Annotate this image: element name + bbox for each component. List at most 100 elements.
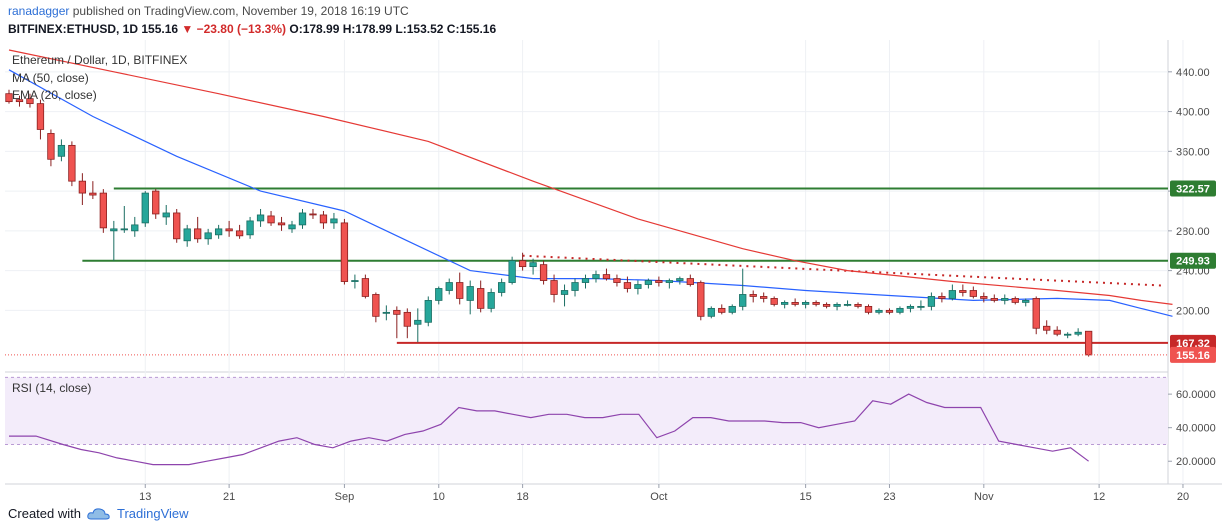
time-tick-label: 12 — [1093, 491, 1105, 503]
candle-body — [906, 305, 915, 309]
candle-body — [833, 303, 841, 307]
candle-body — [854, 303, 862, 307]
candle-body — [47, 133, 55, 160]
published-text: published on TradingView.com, November 1… — [69, 4, 409, 18]
price-tick-label: 360.00 — [1176, 146, 1210, 158]
price-tick-label: 280.00 — [1176, 226, 1210, 238]
rsi-band — [5, 377, 1168, 445]
candle-body — [571, 282, 579, 291]
candle-body — [298, 212, 307, 226]
horizontal-line-label: 249.93 — [1176, 256, 1210, 268]
ohlc: O:178.99 H:178.99 L:153.52 C:155.16 — [289, 22, 497, 36]
tradingview-cloud-icon — [87, 507, 110, 519]
candle-body — [204, 232, 212, 240]
candle-body — [1011, 298, 1019, 303]
candle-body — [644, 280, 653, 285]
candle-body — [550, 280, 558, 295]
candle-body — [634, 284, 642, 289]
time-tick-label: 21 — [223, 491, 235, 503]
candle-body — [487, 292, 495, 309]
candle-body — [414, 319, 422, 325]
price-tick-label: 440.00 — [1176, 67, 1210, 79]
candle-body — [560, 290, 569, 295]
candle-body — [15, 99, 24, 103]
publish-line: ranadagger published on TradingView.com,… — [8, 4, 409, 18]
candle-body — [581, 278, 590, 283]
candle-body — [36, 103, 45, 130]
last-price-label-bg — [1170, 346, 1216, 363]
quote-line: BITFINEX:ETHUSD, 1D 155.16 ▼ −23.80 (−13… — [8, 22, 496, 36]
candle-body — [1043, 325, 1051, 331]
candle-body — [194, 228, 202, 240]
candle-body — [676, 278, 684, 281]
candle-body — [697, 282, 705, 317]
candle-body — [288, 224, 296, 230]
candle-body — [959, 290, 967, 293]
descending-trendline — [522, 254, 1163, 287]
time-tick-label: 13 — [139, 491, 151, 503]
candle-body — [78, 180, 87, 194]
publisher-link[interactable]: ranadagger — [8, 4, 70, 18]
candle-body — [26, 98, 34, 105]
candle-body — [435, 288, 443, 301]
price-tick-label: 200.00 — [1176, 305, 1210, 317]
candle-body — [686, 278, 694, 285]
candle-body — [822, 303, 831, 307]
time-tick-label: 10 — [433, 491, 445, 503]
created-with-text: Created with — [8, 506, 81, 521]
ema20-line — [8, 69, 1173, 317]
candle-body — [340, 222, 349, 282]
candle-body — [256, 214, 265, 222]
horizontal-line-label-bg — [1170, 180, 1216, 197]
time-tick-label: Sep — [335, 491, 355, 503]
candle-body — [655, 280, 663, 283]
time-tick-label: 15 — [799, 491, 811, 503]
candle-body — [351, 280, 359, 282]
candle-body — [319, 214, 328, 224]
ma50-line — [8, 49, 1173, 305]
candle-body — [592, 274, 600, 279]
candle-body — [131, 224, 139, 232]
rsi-line — [9, 393, 1089, 466]
candle-body — [1084, 330, 1093, 356]
candle-body — [781, 302, 789, 305]
change: ▼ −23.80 (−13.3%) — [181, 22, 287, 36]
candle-body — [403, 311, 411, 327]
candle-body — [225, 228, 233, 232]
candle-body — [728, 305, 736, 313]
candle-body — [791, 302, 799, 305]
candle-body — [718, 307, 726, 313]
horizontal-line-label: 322.57 — [1176, 184, 1210, 196]
candle-body — [749, 294, 757, 297]
candle-body — [393, 309, 401, 315]
candle-body — [267, 215, 275, 224]
candle-body — [801, 302, 810, 305]
candle-body — [110, 228, 118, 232]
tradingview-link[interactable]: TradingView — [116, 506, 189, 521]
candle-body — [1032, 298, 1040, 329]
horizontal-line-label-bg — [1170, 334, 1216, 351]
candle-body — [235, 230, 244, 237]
candle-body — [382, 311, 390, 314]
candle-body — [152, 190, 160, 215]
time-tick-label: Oct — [650, 491, 667, 503]
last-price-label: 155.16 — [1176, 350, 1210, 362]
candle-body — [760, 296, 768, 299]
candle-body — [990, 298, 998, 301]
legend-ma50: MA (50, close) — [12, 71, 89, 85]
candle-body — [623, 282, 632, 289]
candle-body — [89, 192, 97, 196]
candle-body — [214, 228, 223, 236]
candle-body — [969, 290, 977, 297]
candle-body — [57, 144, 66, 157]
candle-body — [885, 309, 894, 313]
candle-body — [445, 282, 453, 291]
candle-body — [948, 290, 957, 299]
candle-body — [602, 274, 611, 279]
legend-ema20: EMA (20, close) — [12, 88, 97, 102]
horizontal-line-label: 167.32 — [1176, 338, 1210, 350]
candle-body — [938, 296, 946, 299]
candle-body — [665, 280, 674, 283]
candle-body — [529, 262, 537, 268]
